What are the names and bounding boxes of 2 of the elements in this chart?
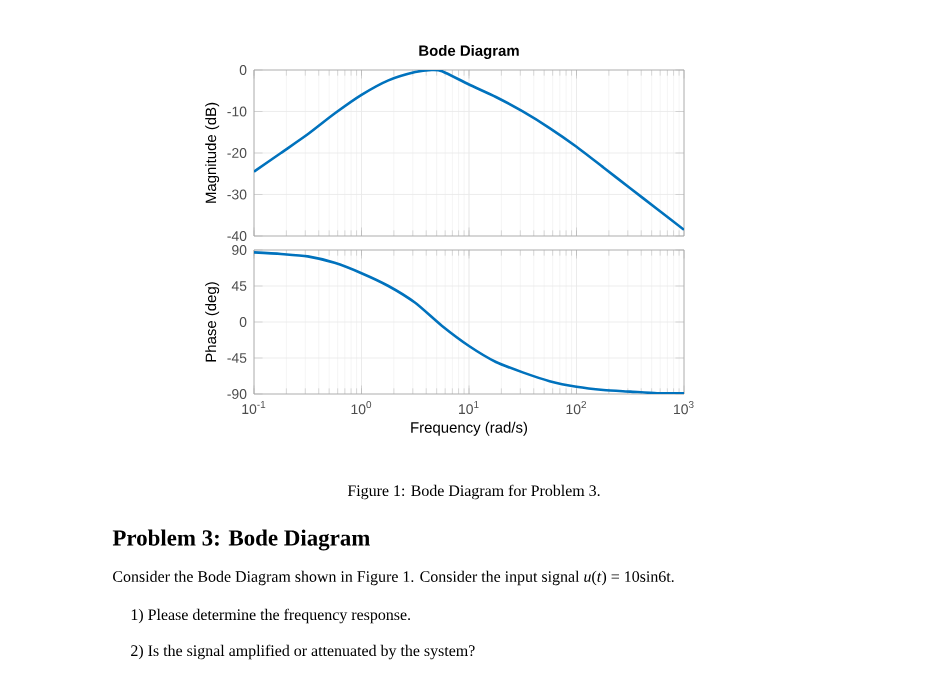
line-series (254, 251, 685, 394)
text: Problem 3: Bode Diagram (112, 529, 370, 551)
